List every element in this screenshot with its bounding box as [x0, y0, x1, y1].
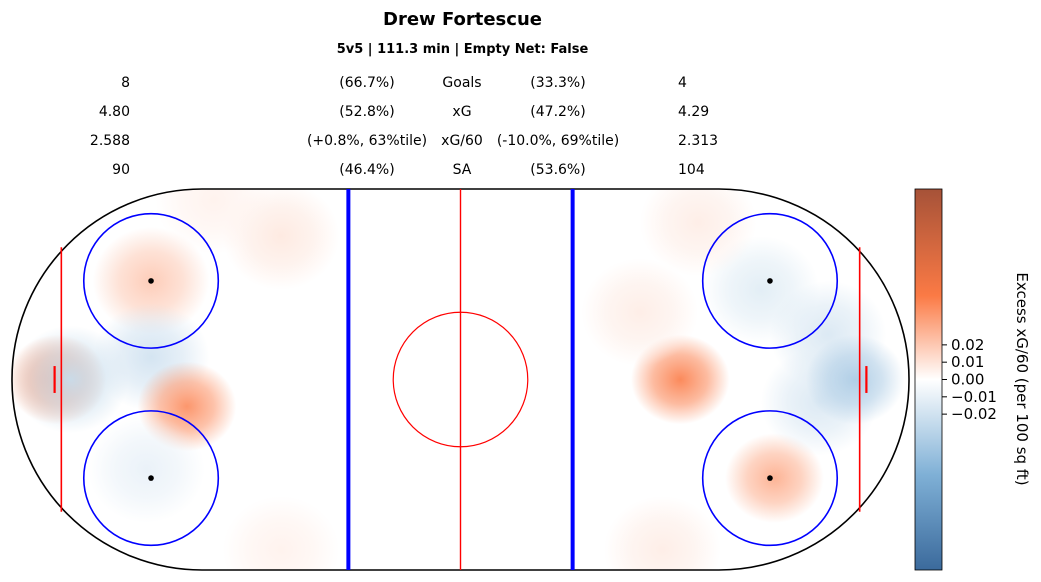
- stat-label: xG/60: [441, 133, 483, 149]
- stat-label: Goals: [442, 75, 482, 91]
- faceoff-dot: [767, 278, 773, 284]
- faceoff-circle: [701, 410, 839, 547]
- stat-row-sa: 90 (46.4%) SA (53.6%) 104: [0, 162, 925, 182]
- colorbar-tick-label: 0.02: [951, 336, 984, 354]
- colorbar-tick-label: 0.01: [951, 353, 984, 371]
- center-circle: [392, 311, 529, 448]
- faceoff-circle: [82, 410, 220, 547]
- stat-left-pct: (52.8%): [339, 104, 395, 120]
- stat-left-pct: (46.4%): [339, 162, 395, 178]
- faceoff-circle: [701, 212, 839, 349]
- stat-row-xg: 4.80 (52.8%) xG (47.2%) 4.29: [0, 104, 925, 124]
- heat-hotspot: [222, 496, 340, 570]
- stat-right-value: 4: [678, 75, 687, 91]
- faceoff-dot: [148, 278, 154, 284]
- heat-hotspot: [639, 189, 757, 277]
- heat-hotspot: [604, 496, 721, 570]
- heat-hotspot: [805, 334, 905, 425]
- stat-left-value: 4.80: [98, 104, 130, 120]
- stat-right-pct: (47.2%): [530, 104, 586, 120]
- stat-left-value: 2.588: [89, 133, 130, 149]
- stat-right-pct: (53.6%): [530, 162, 586, 178]
- colorbar-tick-label: 0.00: [951, 371, 984, 389]
- colorbar: [914, 188, 943, 571]
- stat-left-value: 8: [121, 75, 130, 91]
- player-name-title: Drew Fortescue: [383, 9, 542, 30]
- stat-row-xg60: 2.588 (+0.8%, 63%tile) xG/60 (-10.0%, 69…: [0, 133, 925, 153]
- heatmap-layer: [12, 189, 905, 570]
- heat-hotspot: [581, 258, 699, 367]
- game-state-subtitle: 5v5 | 111.3 min | Empty Net: False: [336, 42, 589, 57]
- stat-right-value: 2.313: [678, 133, 719, 149]
- rink-markings: [11, 188, 910, 571]
- stat-left-pct: (66.7%): [339, 75, 395, 91]
- faceoff-dot: [148, 475, 154, 481]
- stat-label: xG: [452, 104, 472, 120]
- stat-right-pct: (33.3%): [530, 75, 586, 91]
- stat-left-pct: (+0.8%, 63%tile): [306, 133, 428, 149]
- stat-right-value: 104: [678, 162, 705, 178]
- stat-row-goals: 8 (66.7%) Goals (33.3%) 4: [0, 75, 925, 95]
- colorbar-label: Excess xG/60 (per 100 sq ft): [1013, 272, 1031, 485]
- faceoff-dot: [767, 475, 773, 481]
- stat-label: SA: [452, 162, 472, 178]
- heat-hotspot: [88, 415, 205, 523]
- faceoff-circle: [82, 212, 220, 349]
- heat-hotspot: [155, 189, 273, 254]
- stat-right-value: 4.29: [678, 104, 710, 120]
- heat-hotspot: [725, 433, 824, 523]
- colorbar-tick-label: −0.02: [951, 405, 997, 423]
- colorbar-ticks: 0.020.010.00−0.01−0.02: [942, 336, 997, 423]
- stat-right-pct: (-10.0%, 69%tile): [496, 133, 620, 149]
- stat-left-value: 90: [112, 162, 130, 178]
- colorbar-tick-label: −0.01: [951, 388, 997, 406]
